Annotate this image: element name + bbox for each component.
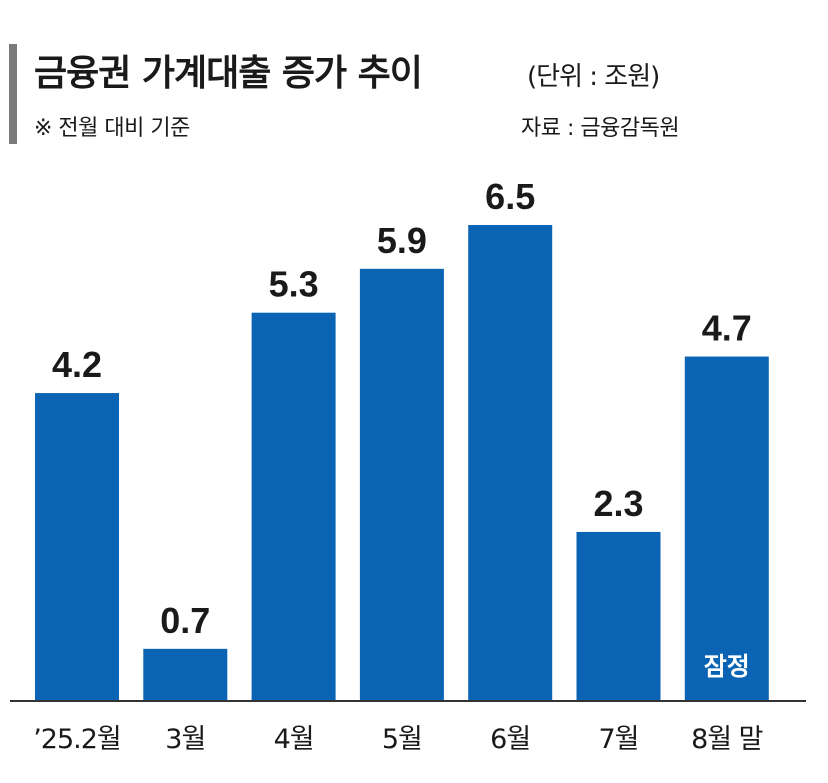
- bar-6: [576, 531, 661, 700]
- x-tick-label-6: 7월: [598, 724, 638, 755]
- preliminary-label: 잠정: [704, 652, 750, 681]
- value-label-7: 4.7: [702, 308, 752, 349]
- value-label-4: 5.9: [377, 220, 427, 261]
- unit-label: (단위 : 조원): [527, 62, 660, 92]
- bar-1: [35, 393, 119, 700]
- chart-title: 금융권 가계대출 증가 추이: [34, 53, 423, 94]
- value-label-3: 5.3: [269, 264, 319, 305]
- x-tick-label-3: 4월: [274, 724, 314, 755]
- title-accent-bar: [9, 44, 17, 144]
- x-tick-label-5: 6월: [490, 724, 530, 755]
- bar-7: [684, 356, 769, 700]
- x-tick-label-1: ’25.2월: [33, 724, 121, 755]
- bar-4: [359, 268, 444, 700]
- chart-note: ※ 전월 대비 기준: [34, 116, 190, 141]
- x-tick-label-2: 3월: [165, 724, 205, 755]
- bar-5: [468, 225, 553, 700]
- value-label-2: 0.7: [160, 600, 210, 641]
- bar-2: [143, 648, 228, 700]
- value-label-1: 4.2: [52, 344, 102, 385]
- x-tick-label-4: 5월: [382, 724, 422, 755]
- bar-3: [251, 312, 336, 700]
- x-tick-label-7: 8월 말: [691, 724, 763, 755]
- value-label-6: 2.3: [593, 483, 643, 524]
- value-label-5: 6.5: [485, 176, 535, 217]
- source-label: 자료 : 금융감독원: [521, 116, 680, 141]
